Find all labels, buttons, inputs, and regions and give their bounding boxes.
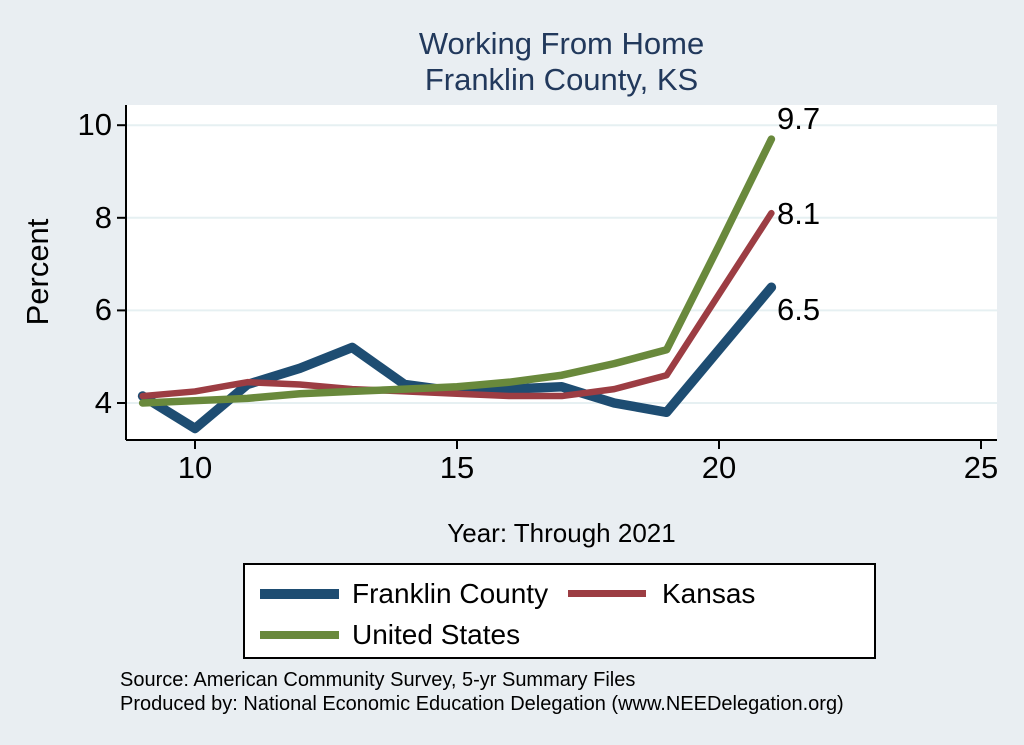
y-tick-label-6: 6 (94, 292, 112, 327)
legend-label-united-states: United States (352, 619, 521, 650)
legend-label-franklin-county: Franklin County (352, 578, 549, 609)
legend-swatch-kansas (568, 590, 646, 597)
y-tick-label-8: 8 (94, 200, 112, 235)
x-tick-label-10: 10 (177, 450, 213, 485)
x-tick-label-15: 15 (439, 450, 475, 485)
legend-swatch-franklin-county (260, 589, 339, 599)
legend: Franklin County Kansas United States (243, 563, 876, 659)
x-tick-label-25: 25 (963, 450, 999, 485)
x-axis-title: Year: Through 2021 (447, 518, 676, 548)
chart-title: Working From Home Franklin County, KS (126, 26, 997, 98)
y-axis-title: Percent (20, 218, 55, 326)
legend-swatch-united-states (260, 631, 339, 639)
end-label-kansas: 8.1 (777, 196, 821, 231)
end-label-united-states: 9.7 (777, 101, 821, 136)
chart-title-line1: Working From Home (418, 26, 705, 61)
chart-title-line2: Franklin County, KS (424, 62, 699, 97)
x-tick-label-20: 20 (701, 450, 737, 485)
y-tick-label-10: 10 (77, 107, 112, 142)
end-label-franklin-county: 6.5 (777, 292, 821, 327)
legend-label-kansas: Kansas (662, 578, 756, 609)
y-tick-label-4: 4 (94, 385, 112, 420)
footer-produced-by: Produced by: National Economic Education… (120, 693, 844, 715)
footer-source: Source: American Community Survey, 5-yr … (120, 669, 636, 691)
